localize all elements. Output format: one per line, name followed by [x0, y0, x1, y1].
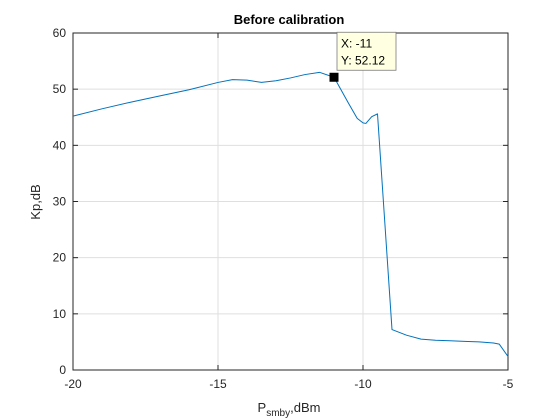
x-axis-label-main: P — [258, 400, 267, 415]
x-axis-label: Psmby,dBm — [258, 400, 321, 419]
x-tick-label: -15 — [209, 377, 227, 391]
x-tick-label: -20 — [64, 377, 82, 391]
series-line[interactable] — [72, 71, 509, 357]
y-tick-label: 0 — [59, 363, 66, 377]
datatip-box — [336, 31, 397, 71]
y-axis-label: Kp,dB — [28, 184, 43, 219]
datatip-marker[interactable] — [329, 72, 339, 82]
x-tick-label: -5 — [503, 377, 514, 391]
y-tick-label: 20 — [53, 251, 67, 265]
y-tick-label: 50 — [53, 82, 67, 96]
x-axis-label-subscript: smby — [266, 408, 290, 419]
datatip-y-text: Y: 52.12 — [341, 53, 385, 67]
y-tick-label: 30 — [53, 195, 67, 209]
x-axis-label-suffix: ,dBm — [290, 400, 320, 415]
datatip[interactable]: X: -11 Y: 52.12 — [329, 31, 397, 82]
series-layer[interactable] — [72, 71, 509, 357]
chart-title: Before calibration — [234, 12, 345, 27]
axis-ticks: -20 -15 -10 -5 0 10 20 30 40 50 60 — [53, 26, 514, 391]
y-tick-label: 10 — [53, 307, 67, 321]
y-tick-label: 60 — [53, 26, 67, 40]
x-tick-label: -10 — [354, 377, 372, 391]
y-tick-label: 40 — [53, 138, 67, 152]
datatip-x-text: X: -11 — [341, 36, 372, 50]
